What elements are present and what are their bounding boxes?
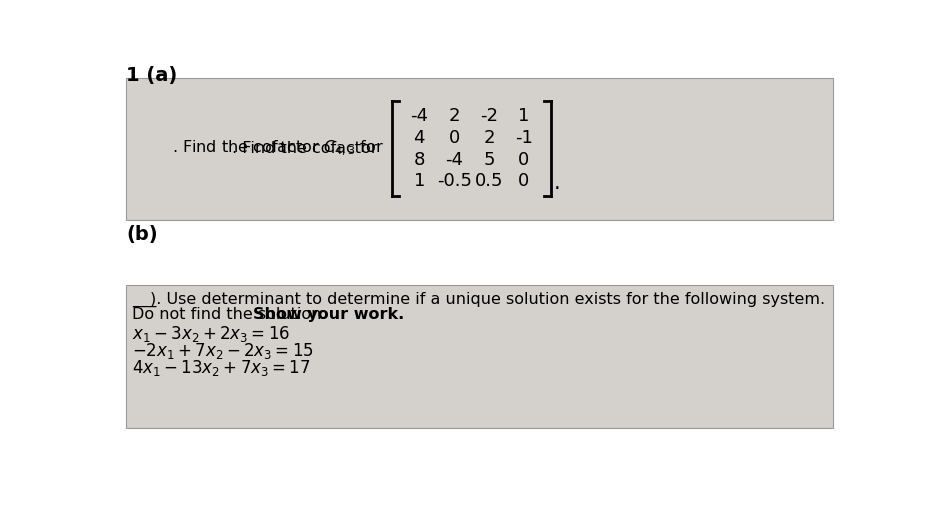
Text: .: . — [553, 173, 560, 193]
Text: Show your work.: Show your work. — [254, 307, 404, 322]
Text: 1: 1 — [414, 172, 425, 190]
Text: -0.5: -0.5 — [436, 172, 472, 190]
Text: (b): (b) — [126, 225, 158, 244]
Text: ). Use determinant to determine if a unique solution exists for the following sy: ). Use determinant to determine if a uni… — [150, 291, 825, 307]
Text: 1: 1 — [519, 107, 530, 125]
Text: . Find the cofactor $C_{4,3}$ for: . Find the cofactor $C_{4,3}$ for — [172, 139, 385, 158]
Text: 8: 8 — [414, 150, 425, 169]
Text: -1: -1 — [515, 129, 533, 147]
Text: 0: 0 — [448, 129, 460, 147]
Text: 0: 0 — [519, 172, 530, 190]
Text: ___: ___ — [133, 291, 157, 307]
Text: 2: 2 — [448, 107, 460, 125]
Text: 0.5: 0.5 — [475, 172, 504, 190]
FancyBboxPatch shape — [126, 78, 833, 220]
FancyBboxPatch shape — [126, 286, 833, 428]
Text: . Find the cofactor: . Find the cofactor — [232, 141, 383, 156]
Text: -2: -2 — [480, 107, 498, 125]
Text: 4: 4 — [414, 129, 425, 147]
Text: 0: 0 — [519, 150, 530, 169]
Text: -4: -4 — [410, 107, 429, 125]
Text: $x_1 - 3x_2 + 2x_3 = 16$: $x_1 - 3x_2 + 2x_3 = 16$ — [133, 324, 290, 344]
Text: $-2x_1 + 7x_2 - 2x_3 = 15$: $-2x_1 + 7x_2 - 2x_3 = 15$ — [133, 341, 314, 361]
Text: 2: 2 — [483, 129, 495, 147]
Text: -4: -4 — [446, 150, 463, 169]
Text: 5: 5 — [483, 150, 495, 169]
Text: 1 (a): 1 (a) — [126, 66, 178, 85]
Text: $4x_1 - 13x_2 + 7x_3 = 17$: $4x_1 - 13x_2 + 7x_3 = 17$ — [133, 358, 311, 378]
Text: Do not find the solution.: Do not find the solution. — [133, 307, 332, 322]
